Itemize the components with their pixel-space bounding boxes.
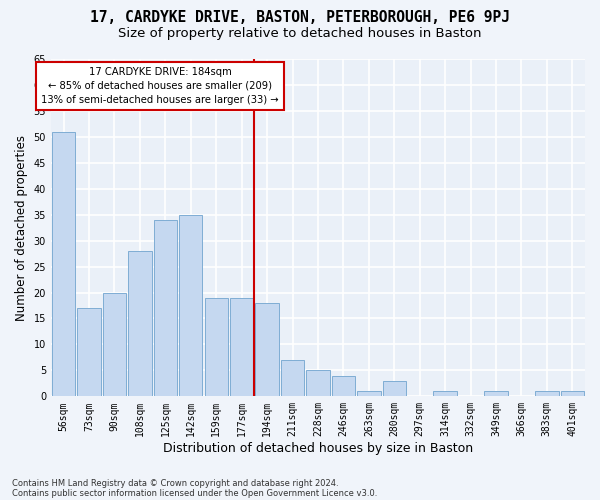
Bar: [179, 214, 202, 396]
Bar: [357, 391, 380, 396]
Bar: [332, 376, 355, 396]
Bar: [433, 391, 457, 396]
Bar: [52, 132, 76, 396]
Bar: [154, 220, 177, 396]
Bar: [484, 391, 508, 396]
Bar: [103, 292, 126, 397]
Bar: [128, 251, 152, 396]
Bar: [306, 370, 329, 396]
Bar: [535, 391, 559, 396]
Text: 17 CARDYKE DRIVE: 184sqm
← 85% of detached houses are smaller (209)
13% of semi-: 17 CARDYKE DRIVE: 184sqm ← 85% of detach…: [41, 67, 279, 105]
Bar: [560, 391, 584, 396]
Bar: [256, 303, 279, 396]
Text: Size of property relative to detached houses in Baston: Size of property relative to detached ho…: [118, 28, 482, 40]
Bar: [281, 360, 304, 397]
Text: Contains public sector information licensed under the Open Government Licence v3: Contains public sector information licen…: [12, 488, 377, 498]
Text: 17, CARDYKE DRIVE, BASTON, PETERBOROUGH, PE6 9PJ: 17, CARDYKE DRIVE, BASTON, PETERBOROUGH,…: [90, 10, 510, 25]
X-axis label: Distribution of detached houses by size in Baston: Distribution of detached houses by size …: [163, 442, 473, 455]
Bar: [205, 298, 228, 396]
Bar: [230, 298, 253, 396]
Bar: [77, 308, 101, 396]
Bar: [383, 381, 406, 396]
Y-axis label: Number of detached properties: Number of detached properties: [15, 134, 28, 320]
Text: Contains HM Land Registry data © Crown copyright and database right 2024.: Contains HM Land Registry data © Crown c…: [12, 478, 338, 488]
